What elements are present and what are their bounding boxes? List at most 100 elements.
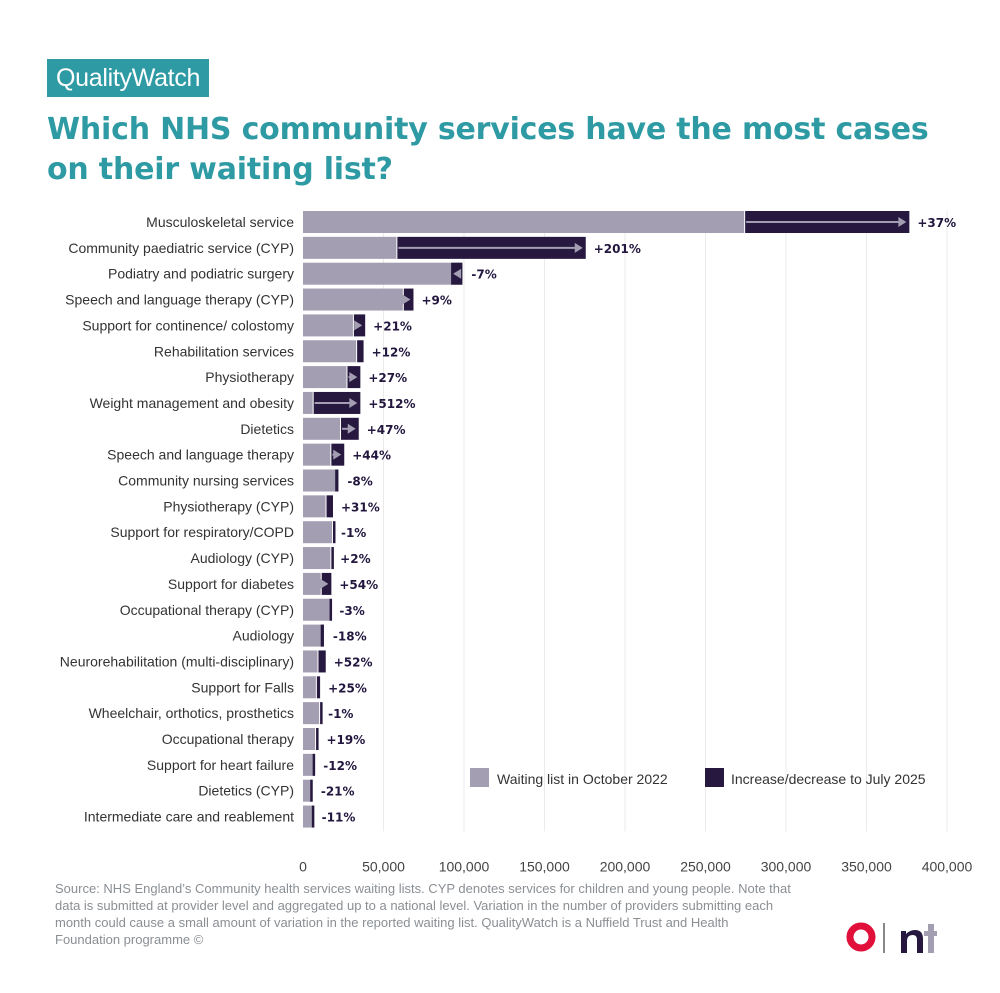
category-label: Support for heart failure — [147, 757, 294, 773]
x-tick-label: 400,000 — [922, 858, 973, 874]
bar-october-2022 — [303, 288, 403, 311]
category-label: Rehabilitation services — [154, 343, 294, 359]
bar-october-2022 — [303, 391, 313, 414]
x-tick-label: 100,000 — [439, 858, 490, 874]
category-label: Community paediatric service (CYP) — [68, 240, 294, 256]
percent-change-label: +31% — [341, 500, 380, 514]
category-label: Support for continence/ colostomy — [82, 317, 294, 333]
percent-change-label: +21% — [373, 319, 412, 333]
change-arrow-head — [354, 320, 363, 331]
value-labels: +37% +201% -7% +9% +21% +12% +27% +512% +47% +44%… — [321, 216, 956, 825]
category-label: Physiotherapy (CYP) — [163, 498, 294, 514]
bar-october-2022 — [303, 236, 397, 259]
bar-change — [316, 728, 319, 750]
nuffield-trust-logo-icon — [901, 924, 937, 953]
bar-october-2022 — [303, 753, 315, 776]
change-arrow-head — [349, 397, 358, 408]
category-label: Occupational therapy — [162, 731, 294, 747]
percent-change-label: -18% — [333, 630, 367, 644]
qualitywatch-badge: QualityWatch — [47, 59, 210, 97]
percent-change-label: +27% — [368, 371, 407, 385]
bar-october-2022 — [303, 547, 331, 570]
legend-label-base: Waiting list in October 2022 — [497, 771, 668, 787]
health-foundation-logo-icon — [846, 922, 876, 952]
category-label: Physiotherapy — [205, 369, 294, 385]
legend-label-change: Increase/decrease to July 2025 — [731, 771, 926, 787]
x-tick-label: 200,000 — [600, 858, 651, 874]
change-arrow-head — [320, 578, 329, 589]
category-label: Speech and language therapy — [107, 447, 294, 463]
category-label: Community nursing services — [118, 473, 294, 489]
category-label: Wheelchair, orthotics, prosthetics — [89, 705, 294, 721]
category-label: Dietetics (CYP) — [198, 783, 294, 799]
bar-change — [310, 779, 313, 802]
category-labels: Musculoskeletal service Community paediat… — [60, 214, 294, 825]
bar-october-2022 — [303, 211, 745, 233]
bar-change — [312, 753, 316, 776]
percent-change-label: +9% — [421, 294, 451, 308]
category-label: Audiology — [233, 628, 295, 644]
change-arrow-head — [453, 268, 462, 279]
category-label: Support for Falls — [191, 679, 294, 695]
bar-october-2022 — [303, 417, 341, 440]
percent-change-label: -1% — [328, 707, 353, 721]
x-axis-ticks: 0 50,000 100,000 150,000 200,000 250,000 300,0… — [299, 858, 972, 874]
percent-change-label: -21% — [321, 785, 355, 799]
bar-october-2022 — [303, 572, 321, 595]
x-tick-label: 250,000 — [680, 858, 731, 874]
percent-change-label: +2% — [340, 552, 370, 566]
x-tick-label: 50,000 — [362, 858, 405, 874]
bar-change — [332, 521, 336, 544]
bar-change — [357, 340, 364, 363]
percent-change-label: +52% — [334, 655, 373, 669]
legend: Waiting list in October 2022 Increase/de… — [470, 768, 926, 787]
percent-change-label: +47% — [367, 423, 406, 437]
percent-change-label: +25% — [328, 681, 367, 695]
bar-change — [320, 702, 323, 725]
change-arrow-head — [333, 449, 342, 460]
bar-change — [318, 650, 326, 673]
bar-october-2022 — [303, 805, 313, 828]
category-label: Dietetics — [240, 421, 294, 437]
change-arrow-head — [898, 217, 907, 227]
bar-change — [331, 547, 334, 570]
percent-change-label: -1% — [341, 526, 366, 540]
legend-swatch-change — [705, 768, 724, 787]
category-label: Support for respiratory/COPD — [110, 524, 294, 540]
percent-change-label: +12% — [372, 345, 411, 359]
bar-october-2022 — [303, 262, 463, 285]
category-label: Musculoskeletal service — [146, 214, 294, 230]
change-arrow-head — [574, 242, 583, 253]
category-label: Neurorehabilitation (multi-disciplinary) — [60, 653, 294, 669]
bars — [303, 211, 910, 828]
source-note: Source: NHS England’s Community health s… — [55, 881, 791, 947]
bar-october-2022 — [303, 702, 320, 725]
legend-swatch-base — [470, 768, 489, 787]
bar-october-2022 — [303, 624, 324, 647]
bar-change — [311, 805, 315, 828]
category-label: Support for diabetes — [168, 576, 294, 592]
x-tick-label: 350,000 — [841, 858, 892, 874]
change-arrow-head — [402, 294, 411, 305]
category-label: Occupational therapy (CYP) — [120, 602, 294, 618]
logos — [846, 922, 937, 953]
bar-change — [329, 598, 333, 621]
chart-title: Which NHS community services have the mo… — [47, 112, 929, 187]
category-label: Weight management and obesity — [90, 395, 294, 411]
percent-change-label: +512% — [368, 397, 415, 411]
bar-october-2022 — [303, 676, 316, 699]
x-tick-label: 0 — [299, 858, 307, 874]
bar-chart: Musculoskeletal service Community paediat… — [60, 211, 973, 874]
percent-change-label: -7% — [471, 268, 496, 282]
percent-change-label: +201% — [594, 242, 641, 256]
bar-october-2022 — [303, 469, 339, 492]
bar-october-2022 — [303, 314, 353, 337]
change-arrow-head — [349, 372, 358, 383]
bar-october-2022 — [303, 366, 347, 389]
category-label: Podiatry and podiatric surgery — [108, 266, 294, 282]
percent-change-label: +37% — [917, 216, 956, 230]
percent-change-label: +19% — [326, 733, 365, 747]
percent-change-label: -12% — [323, 759, 357, 773]
category-label: Audiology (CYP) — [191, 550, 295, 566]
bar-october-2022 — [303, 521, 332, 544]
